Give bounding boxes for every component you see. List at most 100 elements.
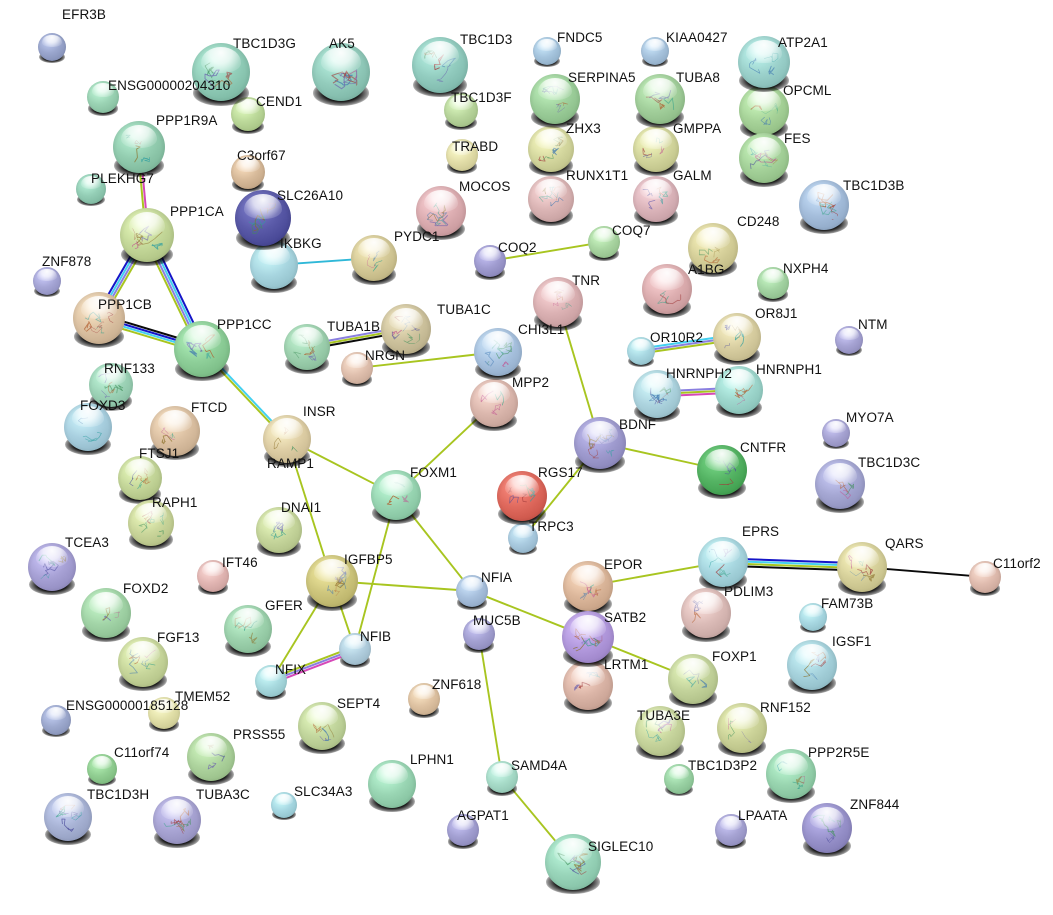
node-sphere [698, 537, 748, 587]
node-label: AK5 [329, 36, 355, 51]
node-label: ZNF618 [432, 677, 482, 692]
protein-node[interactable] [713, 313, 761, 365]
node-label: GALM [673, 168, 712, 183]
node-label: NFIA [481, 570, 513, 585]
node-label: RAPH1 [152, 495, 198, 510]
node-sphere [38, 33, 66, 61]
edge[interactable] [282, 650, 344, 680]
protein-node[interactable] [44, 793, 92, 845]
node-label: RNF133 [104, 361, 155, 376]
node-label: RAMP1 [267, 456, 315, 471]
edge[interactable] [411, 416, 480, 481]
protein-node[interactable] [837, 542, 887, 596]
edge[interactable] [153, 254, 196, 329]
node-label: INSR [303, 404, 336, 419]
node-label: IKBKG [280, 236, 322, 251]
protein-node[interactable] [118, 456, 162, 504]
protein-node[interactable] [739, 133, 789, 187]
protein-node[interactable] [33, 267, 61, 298]
edge[interactable] [326, 329, 385, 347]
edge[interactable] [503, 243, 591, 260]
node-sphere [187, 733, 235, 781]
protein-node[interactable] [381, 304, 431, 358]
protein-node[interactable] [470, 379, 518, 431]
edge[interactable] [119, 320, 180, 347]
protein-node[interactable] [312, 43, 370, 106]
protein-node[interactable] [802, 803, 852, 857]
edge[interactable] [563, 322, 595, 422]
protein-node[interactable] [642, 264, 692, 318]
node-label: ZNF878 [42, 254, 92, 269]
node-sphere [33, 267, 61, 295]
node-label: HNRNPH1 [756, 362, 822, 377]
node-label: EPRS [742, 524, 780, 539]
node-label: TBC1D3 [460, 32, 513, 47]
node-label: LRTM1 [604, 657, 649, 672]
edge[interactable] [883, 567, 972, 577]
protein-node[interactable] [799, 180, 849, 234]
node-label: SEPT4 [337, 696, 381, 711]
node-label: TBC1D3F [451, 90, 512, 105]
protein-node[interactable] [284, 324, 330, 374]
node-label: NTM [858, 317, 888, 332]
protein-node[interactable] [351, 235, 397, 285]
node-sphere [802, 803, 852, 853]
node-label: EFR3B [62, 7, 107, 22]
edge[interactable] [609, 564, 702, 584]
protein-node[interactable] [120, 208, 174, 267]
node-sphere [799, 180, 849, 230]
edge[interactable] [295, 258, 354, 265]
node-label: C11orf74 [114, 745, 170, 760]
node-label: TMEM52 [175, 689, 231, 704]
node-sphere [642, 264, 692, 314]
node-label: TBC1D3H [87, 787, 150, 802]
node-label: FOXD2 [123, 581, 169, 596]
node-sphere [368, 760, 416, 808]
node-sphere [739, 133, 789, 183]
edge[interactable] [354, 581, 459, 591]
node-sphere [641, 37, 669, 65]
protein-node[interactable] [153, 796, 201, 848]
node-label: LPAATA [738, 808, 788, 823]
node-label: RUNX1T1 [566, 168, 629, 183]
node-sphere [120, 208, 174, 262]
node-label: NFIX [275, 662, 307, 677]
protein-node[interactable] [474, 328, 522, 380]
protein-node[interactable] [641, 37, 669, 68]
node-label: QARS [885, 536, 924, 551]
edge[interactable] [484, 595, 568, 630]
protein-node[interactable] [113, 121, 165, 178]
protein-node[interactable] [368, 760, 416, 812]
edge[interactable] [357, 516, 392, 636]
protein-node[interactable] [668, 654, 718, 708]
edge[interactable] [622, 447, 701, 467]
node-sphere [713, 313, 761, 361]
protein-node[interactable] [28, 543, 76, 595]
node-label: FOXP1 [712, 649, 757, 664]
edge[interactable] [277, 600, 321, 670]
node-sphere [474, 328, 522, 376]
protein-node[interactable] [38, 33, 66, 64]
edge[interactable] [744, 558, 841, 571]
node-label: TBC1D3G [233, 36, 296, 51]
protein-node[interactable] [187, 733, 235, 785]
edge[interactable] [370, 353, 478, 368]
node-label: PDLIM3 [724, 584, 774, 599]
node-label: A1BG [688, 262, 725, 277]
edge[interactable] [292, 458, 326, 560]
edge[interactable] [608, 644, 673, 672]
node-sphere [668, 654, 718, 704]
node-label: SLC26A10 [277, 188, 344, 203]
edge[interactable] [652, 336, 717, 353]
protein-node[interactable] [787, 640, 837, 694]
protein-node[interactable] [87, 754, 117, 787]
edge[interactable] [480, 647, 501, 764]
node-label: PRSS55 [233, 727, 286, 742]
edge[interactable] [677, 387, 719, 397]
edge[interactable] [305, 447, 377, 486]
protein-node[interactable] [698, 537, 748, 591]
edge[interactable] [510, 787, 558, 844]
protein-node[interactable] [739, 85, 789, 139]
